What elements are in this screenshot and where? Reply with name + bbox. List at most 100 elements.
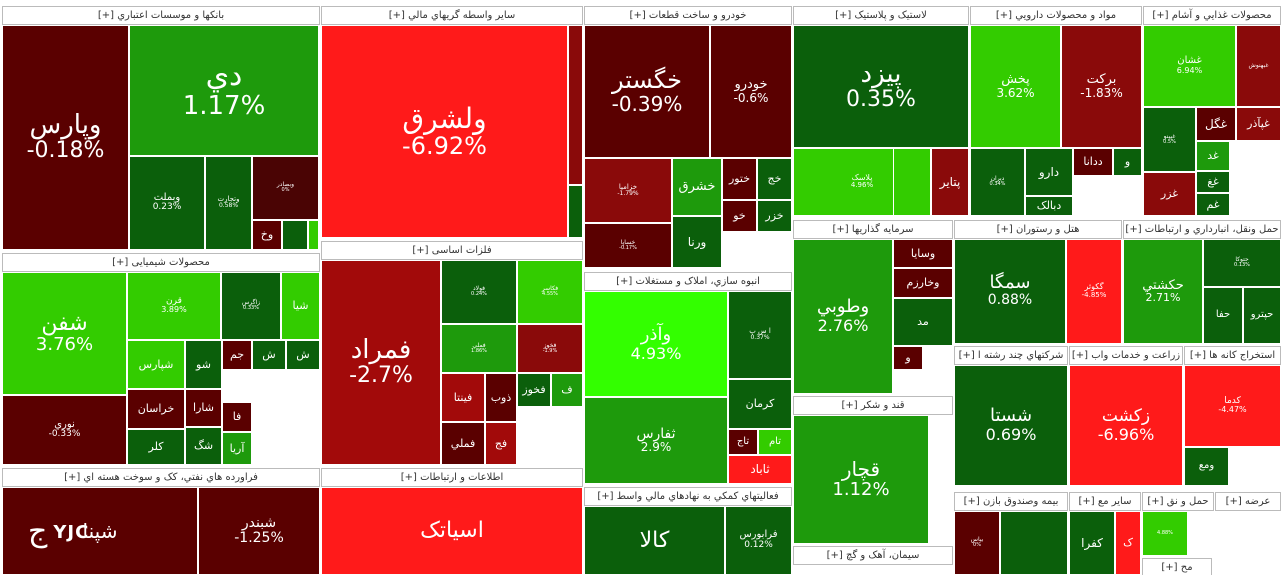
treemap-tile[interactable]: خشرق [672,158,722,216]
treemap-tile[interactable]: قچار 1.12% [793,415,929,544]
treemap-tile[interactable]: برکت -1.83% [1061,25,1142,148]
treemap-tile[interactable]: ثفارس 2.9% [584,397,728,484]
treemap-tile[interactable]: ولشرق -6.92% [321,25,568,238]
treemap-tile[interactable]: 4.88% [1142,511,1188,556]
treemap-tile[interactable] [282,220,308,250]
sector-title[interactable]: فلزات اساسی [+] [321,241,583,260]
sector-supply[interactable]: عرضه [+] [1215,492,1281,560]
treemap-tile[interactable]: کفرا [1069,511,1115,575]
treemap-tile[interactable]: غپینو 0.5% [1143,107,1196,172]
treemap-tile[interactable]: گکوثر -4.85% [1066,239,1122,344]
treemap-tile[interactable]: کدما -4.47% [1184,365,1281,447]
treemap-tile[interactable]: فملي 1.86% [441,324,517,373]
sector-title[interactable]: قند و شکر [+] [793,396,953,415]
treemap-tile[interactable]: خزامیا -1.79% [584,158,672,223]
treemap-tile[interactable]: خو [722,200,757,232]
treemap-tile[interactable]: زکشت -6.96% [1069,365,1183,486]
treemap-tile[interactable]: شپارس [127,340,185,389]
treemap-tile[interactable] [568,185,583,238]
treemap-tile[interactable]: شستا 0.69% [954,365,1068,486]
treemap-tile[interactable]: ا س پ 0.37% [728,291,792,379]
treemap-tile[interactable]: کرمان [728,379,792,429]
treemap-tile[interactable]: وسايا [893,239,953,268]
treemap-tile[interactable]: شگ [185,427,222,465]
treemap-tile[interactable]: غد [1196,141,1230,171]
treemap-tile[interactable]: ورنا [672,216,722,268]
sector-cement[interactable]: سیمان، آهک و گچ [+] [793,546,953,575]
treemap-tile[interactable]: فخوز -1.9% [517,324,583,373]
treemap-tile[interactable]: ش [252,340,286,370]
sector-title[interactable]: خودرو و ساخت قطعات [+] [584,6,792,25]
sector-title[interactable]: شرکتهاي چند رشته ا [+] [954,346,1068,365]
treemap-tile[interactable]: خودرو -0.6% [710,25,792,158]
sector-title[interactable]: لاستیک و پلاستیک [+] [793,6,969,25]
treemap-tile[interactable] [893,148,931,216]
sector-title[interactable]: فراورده هاي نفتي، کک و سوخت هسته اي [+] [2,468,320,487]
treemap-tile[interactable]: شبندر -1.25% [198,487,320,575]
treemap-tile[interactable]: پیزد 0.35% [793,25,969,148]
sector-title[interactable]: حمل و نق [+] [1142,492,1214,511]
treemap-tile[interactable]: ددانا [1073,148,1113,176]
sector-title[interactable]: فعاليتهاي کمکي به نهادهاي مالي واسط [+] [584,487,792,506]
treemap-tile[interactable]: شپنا [2,487,198,575]
treemap-tile[interactable]: خراسان [127,389,185,429]
treemap-tile[interactable]: فرابورس 0.12% [725,506,792,575]
treemap-tile[interactable]: ثاباد [728,455,792,484]
treemap-tile[interactable]: مد [893,298,953,346]
sector-title[interactable]: سیمان، آهک و گچ [+] [793,546,953,565]
treemap-tile[interactable]: ک [1115,511,1141,575]
treemap-tile[interactable]: جم [222,340,252,370]
treemap-tile[interactable]: پخش 3.62% [970,25,1061,148]
treemap-tile[interactable]: غشان 6.94% [1143,25,1236,107]
treemap-tile[interactable]: حپترو [1243,287,1281,344]
treemap-tile[interactable]: فکاسر 4.55% [517,260,583,324]
sector-title[interactable]: زراعت و خدمات واب [+] [1069,346,1183,365]
sector-title[interactable]: انبوه سازي، املاک و مستغلات [+] [584,272,792,291]
treemap-tile[interactable]: فج [485,422,517,465]
sector-title[interactable]: بیمه وصندوق بازن [+] [954,492,1068,511]
treemap-tile[interactable]: غبهنوش [1236,25,1281,107]
sector-title[interactable]: حمل ونقل، انبارداري و ارتباطات [+] [1123,220,1281,239]
treemap-tile[interactable]: ف [551,373,583,407]
treemap-tile[interactable]: و [893,346,923,370]
treemap-tile[interactable]: قرن 3.89% [127,272,221,340]
treemap-tile[interactable]: دبالک [1025,196,1073,216]
sector-title[interactable]: بانکها و موسسات اعتباري [+] [2,6,320,25]
treemap-tile[interactable]: دارو [1025,148,1073,196]
sector-title[interactable]: سایر مع [+] [1069,492,1141,511]
sector-title[interactable]: عرضه [+] [1215,492,1281,511]
treemap-tile[interactable]: نوري -0.33% [2,395,127,465]
treemap-tile[interactable]: شو [185,340,222,389]
sector-title[interactable]: سرمايه گذاريها [+] [793,220,953,239]
sector-title[interactable]: استخراج کانه ها [+] [1184,346,1281,365]
treemap-tile[interactable]: وبملت 0.23% [129,156,205,250]
treemap-tile[interactable]: شارا [185,389,222,427]
sector-title[interactable]: مح [+] [1142,558,1212,575]
treemap-tile[interactable] [568,25,583,185]
treemap-tile[interactable]: فا [222,402,252,432]
treemap-tile[interactable]: ومع [1184,447,1229,486]
treemap-tile[interactable]: غغ [1196,171,1230,193]
treemap-tile[interactable]: تاج [728,429,758,455]
sector-title[interactable]: هتل و رستوران [+] [954,220,1122,239]
sector-title[interactable]: سایر واسطه گريهاي مالي [+] [321,6,583,25]
treemap-tile[interactable]: خزر [757,200,792,232]
treemap-tile[interactable]: حکشتي 2.71% [1123,239,1203,344]
treemap-tile[interactable]: سمگا 0.88% [954,239,1066,344]
sector-title[interactable]: محصولات غذايي و آشام [+] [1143,6,1281,25]
treemap-tile[interactable]: شفن 3.76% [2,272,127,395]
treemap-tile[interactable]: خج [757,158,792,200]
treemap-tile[interactable]: دي 1.17% [129,25,319,156]
treemap-tile[interactable]: بپاس 0% [954,511,1000,575]
treemap-tile[interactable]: پتایر [931,148,969,216]
treemap-tile[interactable]: اسیاتک [321,487,583,575]
treemap-tile[interactable]: وتجارت 0.58% [205,156,252,250]
treemap-tile[interactable] [1000,511,1068,575]
treemap-tile[interactable] [308,220,319,250]
treemap-tile[interactable]: غم [1196,193,1230,216]
treemap-tile[interactable]: خساپا -0.17% [584,223,672,268]
treemap-tile[interactable]: وپارس -0.18% [2,25,129,250]
treemap-tile[interactable]: ذوب [485,373,517,422]
treemap-tile[interactable]: حفا [1203,287,1243,344]
treemap-tile[interactable]: وخارزم [893,268,953,298]
